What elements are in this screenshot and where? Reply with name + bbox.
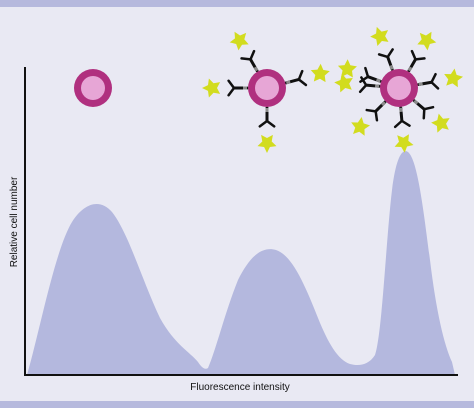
fluorophore-star-icon — [257, 134, 277, 153]
fluorophore-star-icon — [428, 110, 455, 138]
antibody-icon — [359, 66, 382, 83]
cell-core — [81, 76, 105, 100]
antibody-icon — [412, 99, 435, 120]
histogram-area — [27, 151, 455, 375]
fluorophore-star-icon — [309, 62, 333, 86]
bottom-border-band — [0, 401, 474, 408]
antibody-icon — [358, 76, 381, 94]
dimly-labeled-cell — [202, 26, 333, 153]
antibody-icon — [227, 79, 249, 97]
antibody-icon — [284, 69, 308, 87]
antibody-icon — [407, 49, 426, 73]
antibody-icon — [417, 72, 440, 90]
antibody-icon — [365, 100, 387, 122]
antibody-icon — [377, 48, 394, 71]
fluorophore-star-icon — [367, 23, 392, 48]
fluorophore-star-icon — [202, 78, 221, 98]
x-axis-label: Fluorescence intensity — [190, 382, 290, 393]
antibody-icon — [393, 106, 411, 129]
fluorophore-star-icon — [346, 114, 373, 141]
fluorophore-star-icon — [443, 67, 465, 90]
antibody-icon — [258, 106, 276, 128]
top-border-band — [0, 0, 474, 7]
fluorophore-star-icon — [393, 133, 415, 154]
fluorophore-star-icon — [414, 26, 440, 53]
fluorophore-star-icon — [226, 26, 252, 53]
fluorophore-star-icon — [334, 56, 359, 81]
unlabeled-cell — [74, 69, 112, 107]
fluorophore-star-icon — [333, 72, 354, 94]
y-axis-label: Relative cell number — [9, 176, 20, 267]
cell-core — [255, 76, 279, 100]
antibody-icon — [240, 49, 259, 73]
brightly-labeled-cell — [333, 23, 465, 154]
cell-core — [387, 76, 411, 100]
